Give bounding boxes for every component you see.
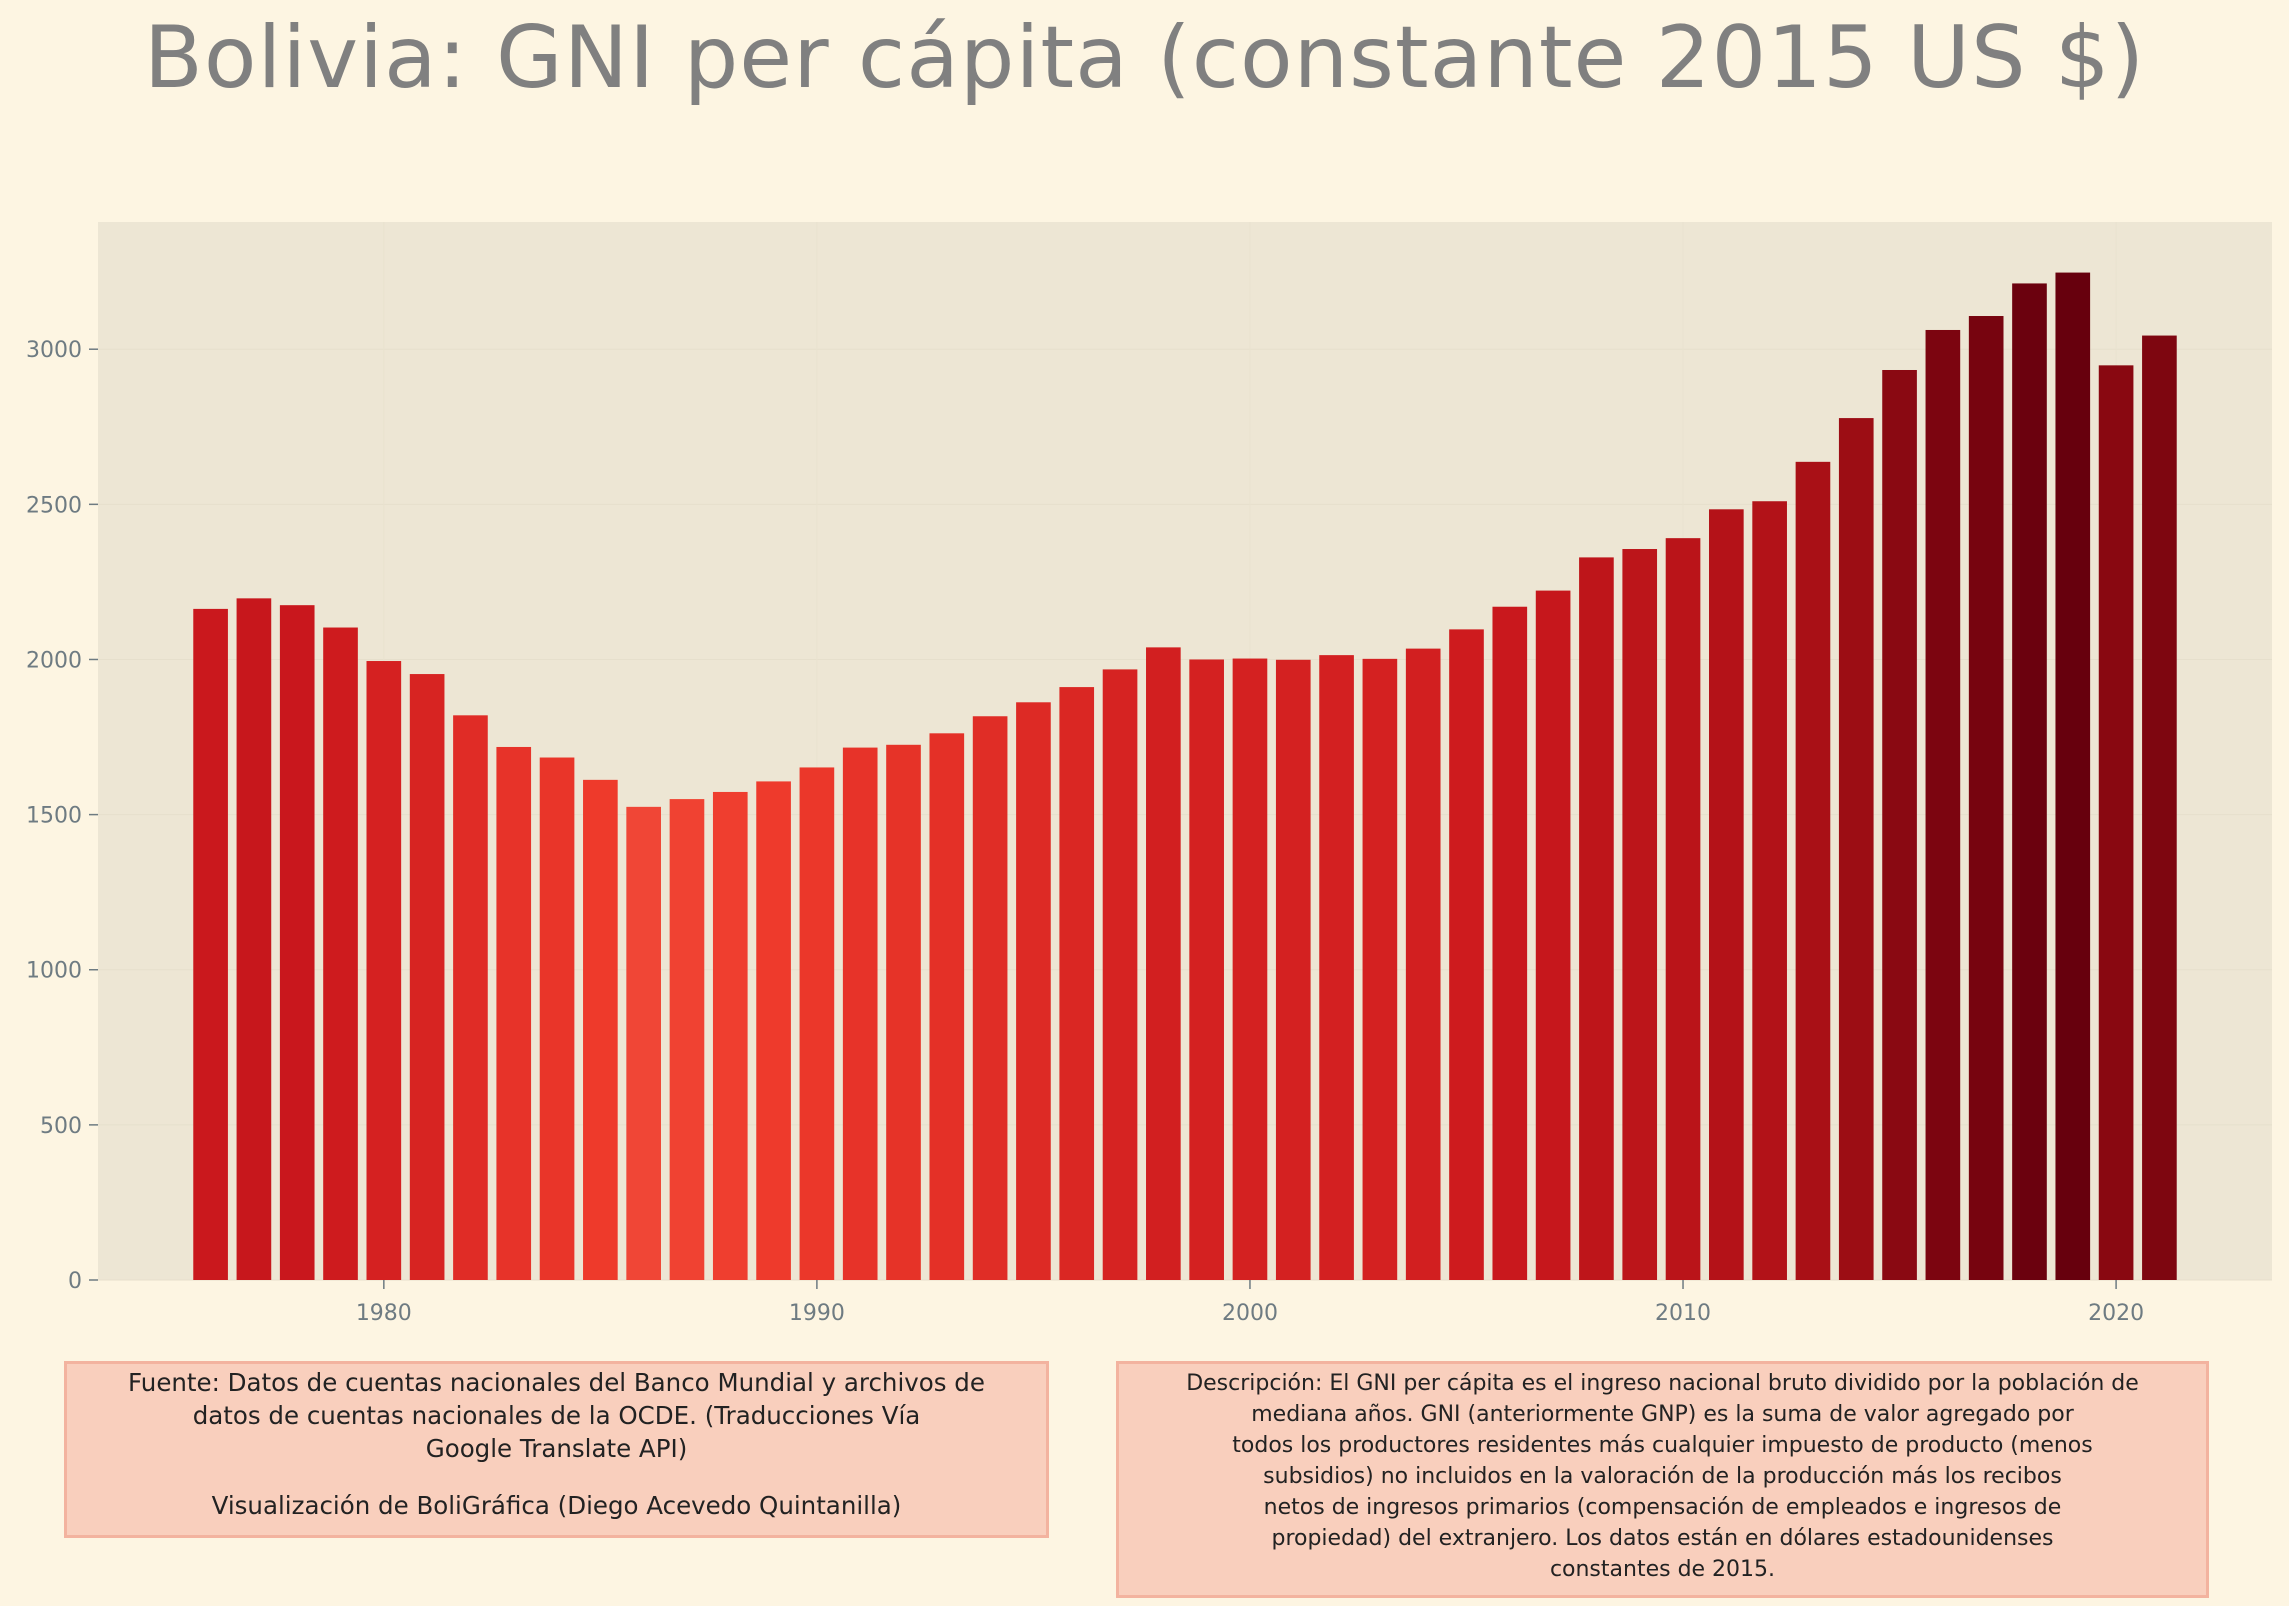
bar-1988 <box>712 791 748 1280</box>
bar-1980 <box>366 661 402 1280</box>
bar-2006 <box>1492 606 1528 1280</box>
bar-1998 <box>1146 647 1181 1280</box>
bar-1986 <box>626 806 661 1280</box>
bar-2014 <box>1838 418 1874 1280</box>
source-line-1: Fuente: Datos de cuentas nacionales del … <box>128 1368 985 1397</box>
y-tick-label: 500 <box>40 1114 82 1139</box>
bar-1982 <box>453 715 488 1280</box>
y-tick-label: 2000 <box>26 648 82 673</box>
bar-1994 <box>972 716 1008 1280</box>
bar-2019 <box>2055 272 2091 1281</box>
bar-2004 <box>1405 648 1441 1280</box>
bar-1979 <box>323 627 358 1280</box>
bar-2011 <box>1709 509 1744 1280</box>
x-tick-label: 1980 <box>356 1301 412 1326</box>
bar-1990 <box>799 767 835 1280</box>
bar-2005 <box>1449 629 1484 1280</box>
y-tick-label: 3000 <box>26 338 82 363</box>
y-tick-label: 1000 <box>26 959 82 984</box>
bar-1976 <box>193 608 228 1280</box>
description-line-6: propiedad) del extranjero. Los datos est… <box>1271 1526 2054 1551</box>
bar-2003 <box>1362 658 1398 1280</box>
bar-1987 <box>669 799 705 1280</box>
source-line-2: datos de cuentas nacionales de la OCDE. … <box>192 1401 921 1430</box>
bar-1985 <box>583 779 618 1280</box>
bar-1984 <box>539 757 575 1280</box>
bar-1992 <box>886 744 921 1280</box>
x-axis: 1980 1990 2000 2010 2020 <box>356 1280 2144 1326</box>
bar-1991 <box>842 747 878 1280</box>
x-tick-label: 1990 <box>789 1301 845 1326</box>
bar-2021 <box>2142 335 2177 1280</box>
bar-2009 <box>1622 549 1658 1280</box>
bar-2017 <box>1968 316 2004 1280</box>
bar-2016 <box>1925 329 1961 1281</box>
description-line-5: netos de ingresos primarios (compensació… <box>1263 1495 2062 1520</box>
y-tick-label: 1500 <box>26 804 82 829</box>
bar-2002 <box>1319 655 1354 1280</box>
x-tick-label: 2020 <box>2088 1301 2144 1326</box>
bar-2012 <box>1752 501 1787 1280</box>
bar-1999 <box>1189 659 1224 1280</box>
source-line-3: Google Translate API) <box>425 1434 688 1463</box>
x-tick-label: 2000 <box>1222 1301 1278 1326</box>
bar-1977 <box>236 598 272 1280</box>
y-tick-label: 2500 <box>26 493 82 518</box>
description-line-1: Descripción: El GNI per cápita es el ing… <box>1186 1371 2139 1396</box>
bar-2000 <box>1232 658 1268 1280</box>
bar-chart: 1980 1990 2000 2010 2020 0 500 1000 1500 2000 250… <box>26 222 2272 1326</box>
credit-line: Visualización de BoliGráfica (Diego Acev… <box>211 1491 902 1520</box>
bars <box>193 272 2177 1281</box>
bar-2018 <box>2012 283 2047 1280</box>
description-line-2: mediana años. GNI (anteriormente GNP) es… <box>1251 1402 2074 1427</box>
bar-2020 <box>2098 365 2134 1281</box>
bar-2007 <box>1535 590 1571 1280</box>
bar-1993 <box>929 733 965 1280</box>
chart-title: Bolivia: GNI per cápita (constante 2015 … <box>143 8 2146 108</box>
description-note: Descripción: El GNI per cápita es el ing… <box>1116 1361 2209 1598</box>
bar-2008 <box>1579 557 1614 1280</box>
description-line-3: todos los productores residentes más cua… <box>1232 1433 2093 1458</box>
x-tick-label: 2010 <box>1655 1301 1711 1326</box>
bar-1983 <box>496 746 532 1280</box>
bar-1978 <box>279 605 315 1280</box>
description-line-4: subsidios) no incluidos en la valoración… <box>1263 1464 2062 1489</box>
y-axis: 0 500 1000 1500 2000 2500 3000 <box>26 338 98 1294</box>
bar-1996 <box>1059 687 1095 1280</box>
bar-1997 <box>1102 669 1138 1280</box>
bar-2010 <box>1665 538 1701 1280</box>
y-tick-label: 0 <box>68 1269 82 1294</box>
bar-2015 <box>1882 369 1917 1281</box>
source-note: Fuente: Datos de cuentas nacionales del … <box>64 1361 1049 1538</box>
description-line-7: constantes de 2015. <box>1549 1557 1776 1582</box>
bar-1989 <box>756 781 791 1280</box>
bar-2013 <box>1795 461 1831 1281</box>
bar-1995 <box>1016 702 1051 1280</box>
bar-2001 <box>1275 659 1311 1280</box>
bar-1981 <box>409 674 445 1280</box>
